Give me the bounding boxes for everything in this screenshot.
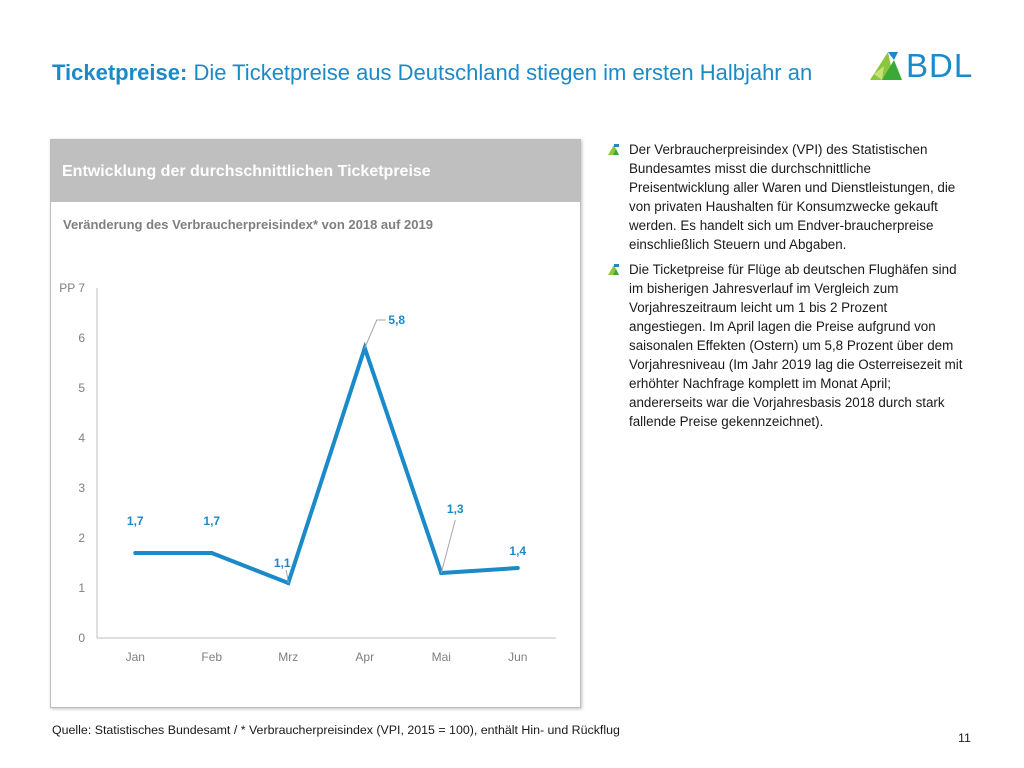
footer-source: Quelle: Statistisches Bundesamt / * Verb…: [52, 723, 620, 737]
x-tick-label: Apr: [355, 650, 374, 664]
y-tick-label: 1: [78, 581, 85, 595]
bullet-icon: [608, 144, 619, 155]
bullet-text: Die Ticketpreise für Flüge ab deutschen …: [629, 262, 963, 429]
x-tick-label: Mrz: [278, 650, 298, 664]
x-tick-label: Jun: [508, 650, 527, 664]
y-tick-label: 4: [78, 431, 85, 445]
page-title: Ticketpreise: Die Ticketpreise aus Deuts…: [52, 60, 812, 86]
y-tick-label: PP 7: [59, 281, 85, 295]
chart-subtitle: Veränderung des Verbraucherpreisindex* v…: [63, 217, 433, 232]
data-point: [515, 566, 520, 570]
bullet-icon: [608, 264, 619, 275]
y-tick-label: 0: [78, 631, 85, 645]
bullet-list: Der Verbraucherpreisindex (VPI) des Stat…: [606, 140, 966, 437]
data-label: 1,7: [127, 514, 144, 528]
bullet-text: Der Verbraucherpreisindex (VPI) des Stat…: [629, 142, 956, 252]
y-tick-label: 3: [78, 481, 85, 495]
bullet-item: Die Ticketpreise für Flüge ab deutschen …: [606, 260, 966, 431]
bdl-logo-text: BDL: [906, 47, 974, 84]
x-tick-label: Feb: [201, 650, 222, 664]
x-tick-label: Mai: [432, 650, 451, 664]
data-point: [209, 551, 214, 555]
page-title-rest: Die Ticketpreise aus Deutschland stiegen…: [187, 60, 813, 85]
x-tick-label: Jan: [126, 650, 145, 664]
data-label: 1,1: [274, 556, 291, 570]
data-label: 1,4: [509, 544, 526, 558]
data-point: [133, 551, 138, 555]
y-tick-label: 6: [78, 331, 85, 345]
line-chart: 0 1 2 3 4 5 6 PP 7 Jan Feb Mrz Apr Mai Jun 1,7 1,7 1,1 5,…: [59, 281, 556, 664]
data-label: 1,7: [203, 514, 220, 528]
data-label: 5,8: [388, 313, 405, 327]
chart-panel-header: Entwicklung der durchschnittlichen Ticke…: [51, 140, 580, 202]
series-line: [135, 341, 518, 586]
data-label-leader: [440, 519, 456, 574]
chart-panel: Entwicklung der durchschnittlichen Ticke…: [50, 139, 581, 708]
bullet-item: Der Verbraucherpreisindex (VPI) des Stat…: [606, 140, 966, 254]
bdl-logo: BDL: [868, 46, 976, 86]
data-label-leader: [364, 319, 386, 349]
data-label: 1,3: [447, 502, 464, 516]
bdl-logo-mark-icon: [870, 52, 902, 80]
page-title-bold: Ticketpreise:: [52, 60, 188, 85]
y-tick-label: 5: [78, 381, 85, 395]
data-label-leader: [285, 569, 289, 584]
page-number: 11: [958, 731, 971, 745]
y-tick-label: 2: [78, 531, 85, 545]
